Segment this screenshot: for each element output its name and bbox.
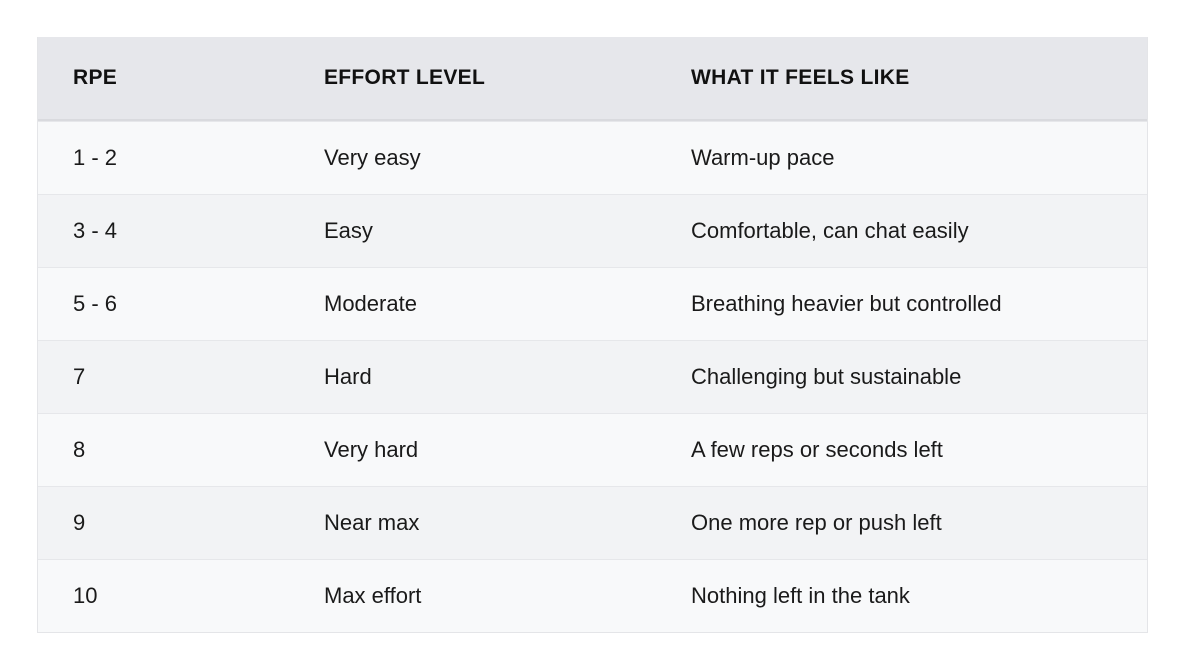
cell-feels-like: Nothing left in the tank: [691, 583, 910, 608]
cell-effort-level: Hard: [324, 364, 372, 389]
cell-effort-level: Moderate: [324, 291, 417, 316]
cell-effort-level: Easy: [324, 218, 373, 243]
table-row: 1 - 2 Very easy Warm-up pace: [38, 121, 1147, 194]
table-header: RPE EFFORT LEVEL WHAT IT FEELS LIKE: [38, 37, 1147, 121]
table-row: 5 - 6 Moderate Breathing heavier but contr…: [38, 267, 1147, 340]
cell-feels-like: Warm-up pace: [691, 145, 835, 170]
cell-feels-like: Challenging but sustainable: [691, 364, 962, 389]
cell-rpe: 3 - 4: [73, 218, 118, 243]
table-row: 7 Hard Challenging but sustainable: [38, 340, 1147, 413]
cell-feels-like: Breathing heavier but controlled: [691, 291, 1002, 316]
cell-feels-like: A few reps or seconds left: [691, 437, 943, 462]
header-effort-level: EFFORT LEVEL: [324, 66, 486, 89]
cell-rpe: 7: [73, 364, 86, 389]
cell-effort-level: Max effort: [324, 583, 422, 608]
cell-rpe: 8: [73, 437, 86, 462]
cell-rpe: 5 - 6: [73, 291, 118, 316]
cell-feels-like: One more rep or push left: [691, 510, 942, 535]
header-what-it-feels-like: WHAT IT FEELS LIKE: [691, 66, 910, 89]
rpe-table: RPE EFFORT LEVEL WHAT IT FEELS LIKE 1 - …: [37, 37, 1148, 633]
table-row: 3 - 4 Easy Comfortable, can chat easily: [38, 194, 1147, 267]
cell-rpe: 9: [73, 510, 86, 535]
table-row: 9 Near max One more rep or push left: [38, 486, 1147, 559]
table-row: 8 Very hard A few reps or seconds left: [38, 413, 1147, 486]
cell-feels-like: Comfortable, can chat easily: [691, 218, 969, 243]
header-rpe: RPE: [73, 66, 118, 89]
table-row: 10 Max effort Nothing left in the tank: [38, 559, 1147, 632]
cell-rpe: 10: [73, 583, 98, 608]
cell-rpe: 1 - 2: [73, 145, 118, 170]
cell-effort-level: Very hard: [324, 437, 419, 462]
cell-effort-level: Very easy: [324, 145, 421, 170]
cell-effort-level: Near max: [324, 510, 420, 535]
